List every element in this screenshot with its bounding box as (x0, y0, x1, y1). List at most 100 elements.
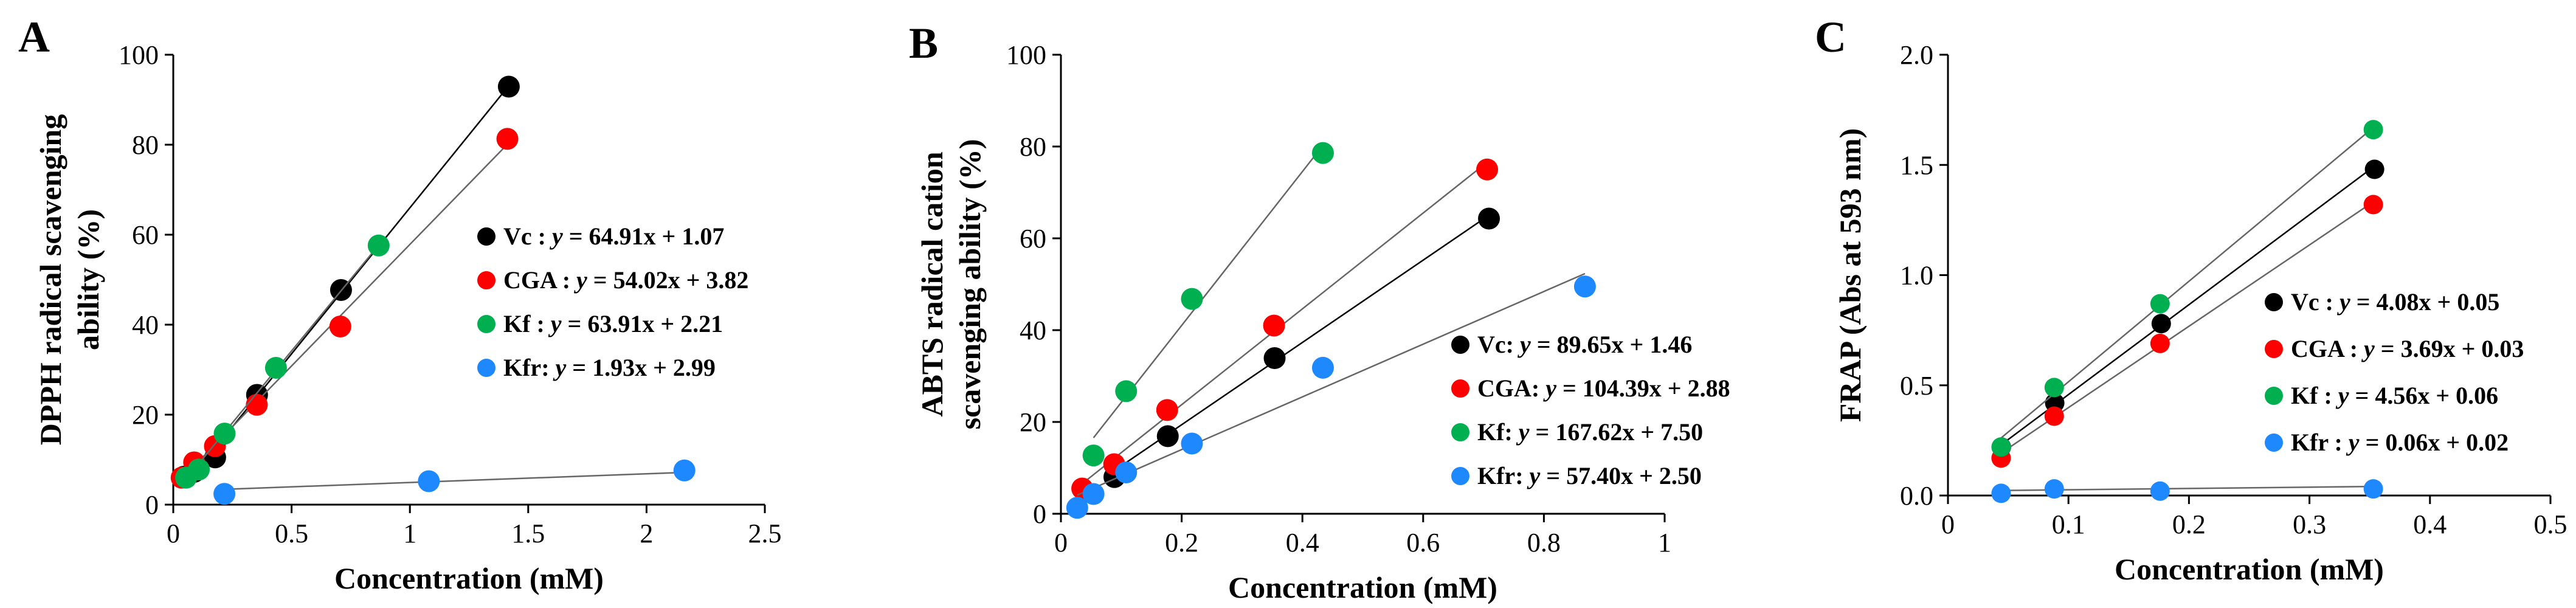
legend-series-name: Kf (2291, 382, 2318, 409)
legend-equation: : y = 104.39x + 2.88 (1531, 375, 1730, 402)
y-tick-label: 80 (1020, 132, 1046, 162)
legend-marker (1451, 379, 1469, 398)
legend-entry: Kf : y = 63.91x + 2.21 (503, 310, 723, 337)
legend-series-name: Vc (1477, 331, 1506, 358)
trend-line (1114, 215, 1490, 472)
legend-equation: : y = 54.02x + 3.82 (556, 266, 749, 294)
legend-marker (477, 271, 496, 289)
legend-series-name: Kf (503, 310, 531, 337)
trend-line (2000, 201, 2374, 454)
legend-marker (477, 227, 496, 246)
legend-series-name: CGA (2291, 335, 2345, 362)
y-axis-title-line: FRAP (Abs at 593 nm) (1833, 128, 1867, 422)
data-point (418, 470, 440, 492)
legend: Vc : y = 4.08x + 0.05 CGA : y = 3.69x + 0… (2265, 288, 2524, 456)
data-point (2150, 294, 2170, 314)
legend: Vc : y = 64.91x + 1.07 CGA : y = 54.02x +… (477, 223, 748, 381)
chart-panel-b: B 0 20 40 60 80 100 0 0.2 0.4 0.6 0.8 1 Concentration… (909, 19, 1730, 604)
data-point (2363, 120, 2383, 140)
legend-entry: Kfr: y = 57.40x + 2.50 (1477, 462, 1702, 489)
series-kf (1082, 142, 1334, 467)
y-axis-title-line: scavenging ability (%) (953, 139, 987, 430)
x-tick-label: 0.2 (2172, 510, 2206, 539)
data-point (2363, 479, 2383, 499)
data-point (673, 459, 696, 482)
y-tick-label: 100 (1006, 40, 1046, 70)
x-tick-label: 1 (1658, 528, 1671, 558)
panel-letter: C (1815, 13, 1846, 61)
legend-equation: : y = 0.06x + 0.02 (2328, 429, 2509, 456)
y-tick-label: 0.0 (1900, 481, 1933, 511)
trend-line (1082, 161, 1488, 485)
series-vc (1103, 207, 1500, 488)
legend-series-name: Kfr (1477, 462, 1515, 489)
legend-entry: CGA : y = 54.02x + 3.82 (503, 266, 748, 294)
legend-series-name: Kfr (2291, 429, 2328, 456)
y-tick-label: 0.5 (1900, 371, 1933, 401)
legend-entry: Kf : y = 4.56x + 0.06 (2291, 382, 2498, 409)
data-point (1082, 483, 1105, 505)
data-point (2364, 159, 2384, 179)
legend-equation: : y = 167.62x + 7.50 (1504, 418, 1703, 446)
legend-marker (2265, 340, 2283, 358)
legend-marker (1451, 423, 1469, 441)
y-axis-title: ABTS radical cation scavenging ability (%… (915, 139, 987, 430)
legend-series-name: CGA (503, 266, 558, 294)
x-tick-label: 0 (1054, 528, 1068, 558)
data-point (1181, 432, 1203, 455)
data-point (1311, 356, 1334, 379)
data-point (213, 483, 236, 505)
legend-series-name: Vc (2291, 288, 2319, 316)
data-point (2150, 333, 2170, 353)
legend-marker (477, 315, 496, 333)
y-tick-label: 60 (1020, 224, 1046, 254)
legend-equation: : y = 4.56x + 0.06 (2318, 382, 2498, 409)
y-tick-label: 40 (132, 310, 159, 340)
x-tick-label: 1.5 (511, 519, 545, 548)
data-point (497, 75, 520, 98)
legend-marker (2265, 434, 2283, 452)
legend-marker (477, 359, 496, 377)
x-tick-label: 0.6 (1406, 528, 1440, 558)
data-point (367, 234, 390, 257)
x-tick-label: 0.1 (2052, 510, 2085, 539)
data-point (246, 393, 268, 416)
trend-line (2001, 165, 2375, 446)
x-axis-title: Concentration (mM) (2115, 552, 2384, 586)
y-axis-title-line: ABTS radical cation (915, 151, 949, 416)
legend-equation: : y = 89.65x + 1.46 (1506, 331, 1693, 358)
data-point (1478, 207, 1500, 230)
series-kfr (1991, 479, 2383, 503)
y-tick-label: 2.0 (1900, 40, 1933, 70)
data-point (1991, 483, 2011, 503)
legend: Vc: y = 89.65x + 1.46 CGA: y = 104.39x + … (1451, 331, 1730, 489)
panel-letter: B (909, 19, 938, 67)
legend-series-name: Kf (1477, 418, 1505, 446)
x-tick-label: 0 (1941, 510, 1955, 539)
y-tick-label: 20 (1020, 407, 1046, 437)
series-kf (175, 234, 390, 489)
y-tick-label: 1.5 (1900, 150, 1933, 180)
series-kfr (1066, 272, 1596, 519)
legend-entry: Vc : y = 4.08x + 0.05 (2291, 288, 2499, 316)
legend-entry: CGA : y = 3.69x + 0.03 (2291, 335, 2524, 362)
x-tick-label: 0.2 (1165, 528, 1198, 558)
x-tick-label: 2.5 (748, 519, 782, 548)
y-tick-label: 0 (1033, 499, 1046, 529)
y-axis-title-line: DPPH radical scavenging (33, 114, 67, 445)
x-tick-label: 0.5 (275, 519, 308, 548)
data-point (496, 128, 519, 150)
legend-equation: : y = 3.69x + 0.03 (2344, 335, 2524, 362)
data-point (1156, 425, 1179, 447)
x-tick-label: 0.8 (1527, 528, 1561, 558)
data-point (1066, 497, 1088, 519)
legend-marker (1451, 336, 1469, 354)
legend-marker (2265, 387, 2283, 405)
data-point (1115, 461, 1138, 484)
legend-entry: Kf: y = 167.62x + 7.50 (1477, 418, 1703, 446)
x-tick-label: 0.4 (2413, 510, 2447, 539)
series-cga (1071, 158, 1499, 500)
data-point (329, 315, 351, 337)
y-tick-label: 40 (1020, 316, 1046, 345)
